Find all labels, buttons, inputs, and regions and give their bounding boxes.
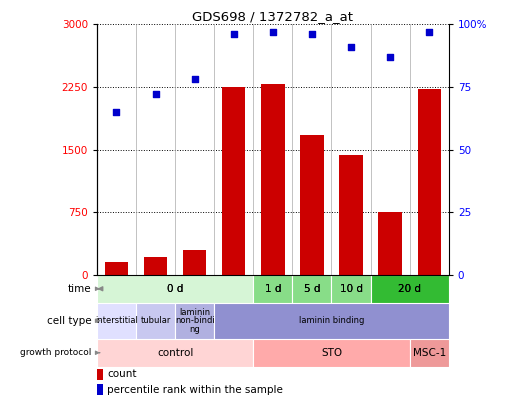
Point <box>151 91 159 98</box>
Text: 20 d: 20 d <box>398 284 420 294</box>
Bar <box>253 339 409 367</box>
Bar <box>300 134 323 275</box>
Bar <box>97 275 253 303</box>
Text: percentile rank within the sample: percentile rank within the sample <box>107 385 283 394</box>
Bar <box>409 339 448 367</box>
Bar <box>370 275 448 303</box>
Text: 0 d: 0 d <box>166 284 183 294</box>
Text: 1 d: 1 d <box>264 284 280 294</box>
Bar <box>214 303 448 339</box>
Bar <box>97 339 253 367</box>
Bar <box>370 275 448 303</box>
Point <box>268 29 276 35</box>
Text: 5 d: 5 d <box>303 284 320 294</box>
Bar <box>292 275 331 303</box>
Bar <box>292 275 331 303</box>
Bar <box>417 90 440 275</box>
Bar <box>378 212 401 275</box>
Bar <box>97 384 103 395</box>
Text: STO: STO <box>320 348 342 358</box>
Bar <box>104 262 128 275</box>
Text: 5 d: 5 d <box>303 284 320 294</box>
Bar <box>97 303 136 339</box>
Point <box>346 44 354 50</box>
Bar <box>261 85 284 275</box>
Bar <box>331 275 370 303</box>
Bar <box>144 257 167 275</box>
Text: count: count <box>107 369 137 379</box>
Bar <box>253 275 292 303</box>
Text: time: time <box>68 284 92 294</box>
Point <box>385 53 393 60</box>
Bar <box>331 275 370 303</box>
Text: laminin
non-bindi
ng: laminin non-bindi ng <box>175 308 214 334</box>
Bar <box>136 303 175 339</box>
Bar <box>175 303 214 339</box>
Text: tubular: tubular <box>140 316 171 325</box>
Bar <box>338 156 362 275</box>
Point <box>229 31 237 38</box>
Text: cell type: cell type <box>47 316 92 326</box>
Text: 0 d: 0 d <box>166 284 183 294</box>
Text: laminin binding: laminin binding <box>298 316 363 325</box>
Text: MSC-1: MSC-1 <box>412 348 445 358</box>
Bar <box>97 275 253 303</box>
Bar <box>253 275 292 303</box>
Text: 10 d: 10 d <box>339 284 362 294</box>
Title: GDS698 / 1372782_a_at: GDS698 / 1372782_a_at <box>192 10 353 23</box>
Point <box>190 76 199 83</box>
Point <box>112 109 120 115</box>
Text: 20 d: 20 d <box>398 284 420 294</box>
Point <box>425 29 433 35</box>
Text: control: control <box>157 348 193 358</box>
Bar <box>97 369 103 380</box>
Point <box>307 31 316 38</box>
Text: 1 d: 1 d <box>264 284 280 294</box>
Text: interstitial: interstitial <box>95 316 137 325</box>
Bar <box>221 87 245 275</box>
Bar <box>183 250 206 275</box>
Text: 10 d: 10 d <box>339 284 362 294</box>
Text: growth protocol: growth protocol <box>20 348 92 357</box>
